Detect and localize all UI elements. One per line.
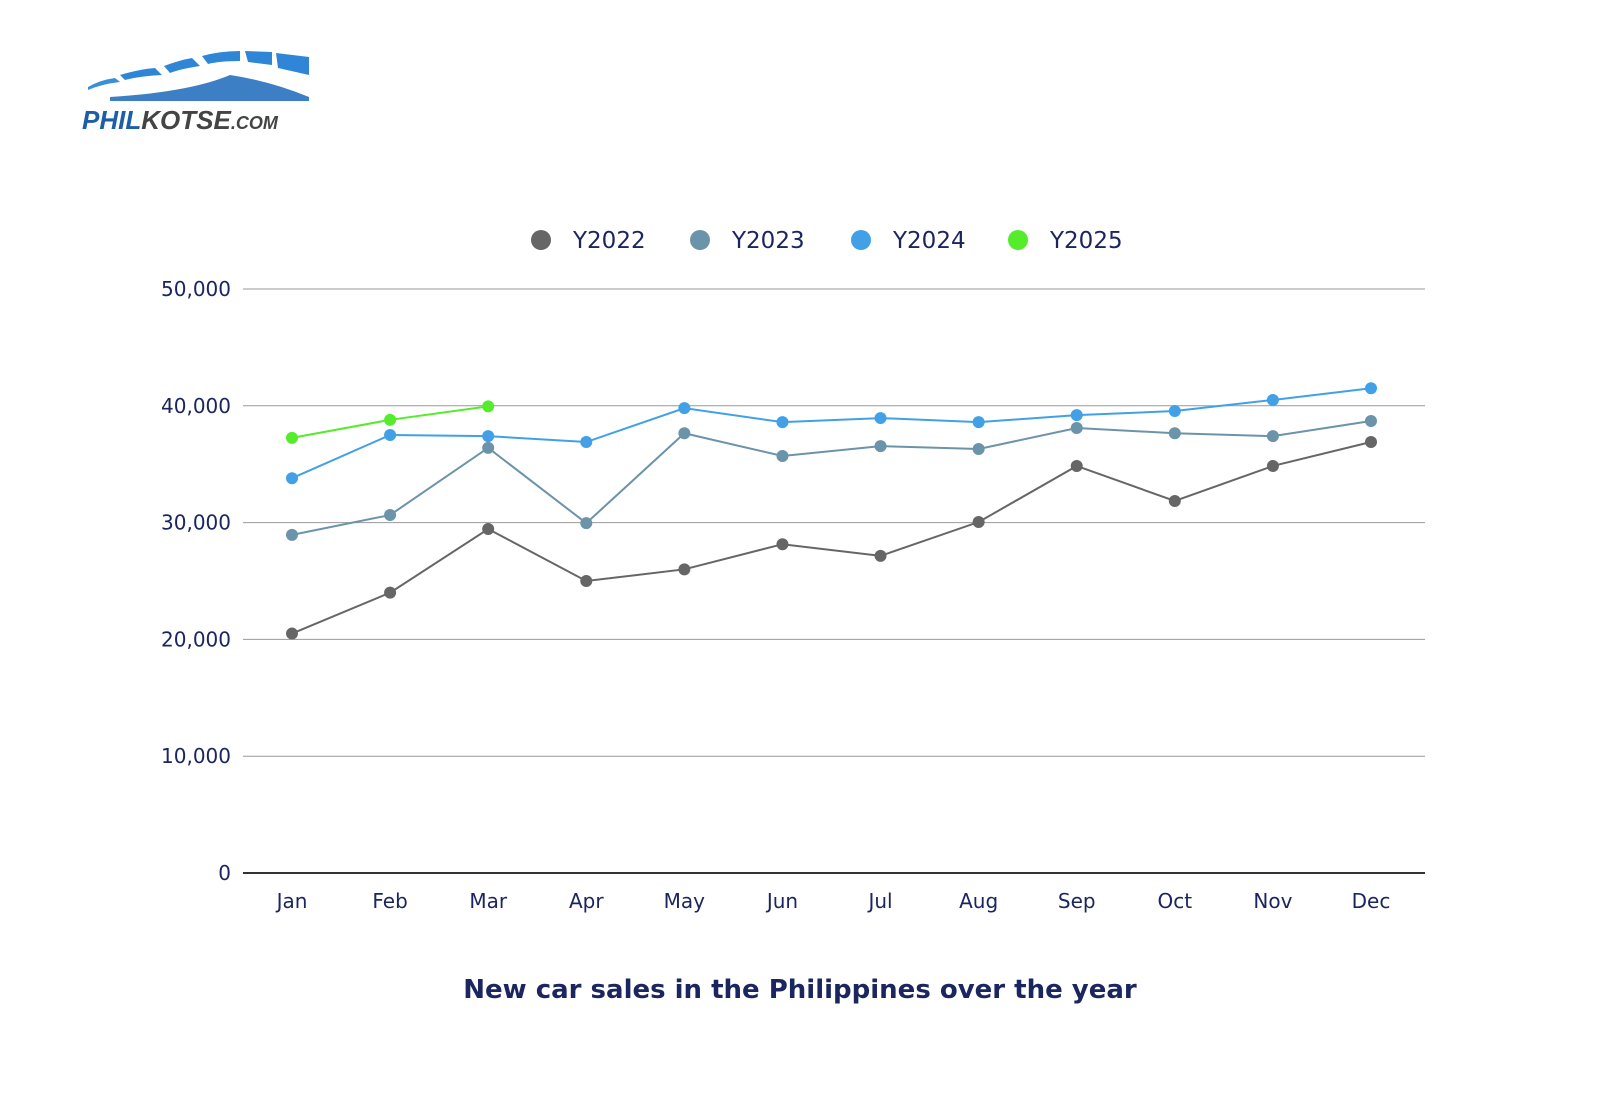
data-point — [776, 538, 789, 551]
legend-item: Y2024 — [851, 228, 966, 254]
x-tick-label: Jan — [275, 889, 308, 913]
data-point — [874, 440, 887, 453]
x-tick-label: Oct — [1158, 889, 1193, 913]
data-point — [1168, 405, 1181, 418]
data-point — [1365, 436, 1377, 449]
data-point — [482, 441, 495, 454]
data-point — [1168, 427, 1181, 440]
legend-item: Y2023 — [690, 228, 805, 254]
series-line — [291, 419, 1372, 536]
legend-marker — [690, 230, 710, 250]
data-point — [1070, 421, 1083, 434]
series-Y2023 — [286, 414, 1377, 541]
data-point — [580, 517, 593, 530]
y-tick-label: 40,000 — [161, 394, 231, 418]
chart-title: New car sales in the Philippines over th… — [463, 975, 1137, 1005]
x-tick-label: Sep — [1058, 889, 1096, 913]
data-point — [874, 412, 887, 425]
data-point — [972, 443, 985, 456]
legend-marker — [1008, 230, 1028, 250]
data-point — [776, 416, 789, 429]
data-point — [482, 400, 495, 413]
data-point — [580, 575, 593, 587]
legend-marker — [531, 230, 551, 250]
data-point — [482, 523, 495, 536]
data-point — [384, 413, 397, 426]
series-Y2024 — [286, 382, 1377, 485]
x-tick-label: Nov — [1253, 889, 1292, 913]
data-point — [776, 450, 789, 463]
data-point — [384, 429, 397, 441]
series-line — [291, 441, 1372, 635]
x-tick-label: Apr — [569, 889, 604, 913]
x-tick-label: May — [664, 889, 706, 913]
y-tick-label: 10,000 — [161, 744, 231, 768]
data-point — [1266, 393, 1279, 406]
x-tick-label: Jun — [765, 889, 798, 913]
data-point — [1365, 382, 1377, 395]
y-tick-label: 30,000 — [161, 511, 231, 535]
legend-label: Y2024 — [892, 228, 966, 254]
data-point — [1365, 414, 1377, 427]
legend-label: Y2025 — [1049, 228, 1123, 254]
legend-marker — [851, 230, 871, 250]
x-tick-label: Aug — [959, 889, 998, 913]
logo-text: PHILKOTSE.COM — [82, 105, 279, 135]
x-tick-label: Feb — [372, 889, 407, 913]
legend-label: Y2023 — [731, 228, 805, 254]
data-point — [286, 472, 298, 485]
y-tick-label: 20,000 — [161, 627, 231, 651]
data-point — [1266, 459, 1279, 472]
series-group — [286, 382, 1377, 640]
y-tick-label: 50,000 — [161, 277, 231, 301]
data-point — [286, 627, 298, 640]
series-Y2022 — [286, 436, 1377, 640]
data-point — [678, 427, 691, 440]
philkotse-logo: PHILKOTSE.COM — [82, 51, 309, 135]
y-tick-label: 0 — [218, 861, 231, 885]
x-tick-label: Jul — [866, 889, 892, 913]
legend-item: Y2025 — [1008, 228, 1123, 254]
x-tick-label: Dec — [1352, 889, 1391, 913]
legend-label: Y2022 — [572, 228, 646, 254]
legend: Y2022 Y2023 Y2024 Y2025 — [531, 228, 1123, 254]
gridlines — [243, 288, 1425, 874]
data-point — [874, 549, 887, 562]
line-chart: Y2022 Y2023 Y2024 Y2025 0 10,000 20,000 30,000… — [161, 228, 1425, 913]
data-point — [286, 528, 298, 541]
data-point — [1070, 409, 1083, 422]
data-point — [678, 402, 691, 415]
y-axis: 0 10,000 20,000 30,000 40,000 50,000 — [161, 277, 231, 885]
data-point — [1070, 459, 1083, 472]
data-point — [1168, 494, 1181, 507]
data-point — [678, 563, 691, 576]
data-point — [972, 416, 985, 429]
data-point — [972, 516, 985, 529]
data-point — [580, 436, 593, 449]
data-point — [1266, 430, 1279, 443]
series-line — [291, 387, 1372, 480]
data-point — [286, 431, 298, 444]
data-point — [384, 586, 397, 599]
x-tick-label: Mar — [469, 889, 508, 913]
series-Y2025 — [286, 400, 495, 444]
data-point — [384, 509, 397, 522]
data-point — [482, 430, 495, 443]
x-axis: Jan Feb Mar Apr May Jun Jul Aug Sep Oct Nov Dec — [275, 889, 1391, 913]
legend-item: Y2022 — [531, 228, 646, 254]
